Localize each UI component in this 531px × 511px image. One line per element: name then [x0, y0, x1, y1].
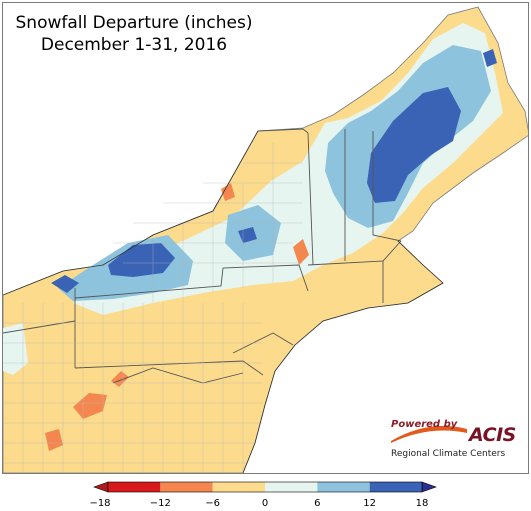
legend-extend-low	[93, 481, 109, 493]
legend-swatch	[265, 482, 318, 492]
coastline	[3, 130, 444, 473]
legend-tick-label: 18	[416, 498, 429, 509]
legend-tick-label: −18	[89, 498, 110, 509]
legend-swatch	[108, 482, 161, 492]
powered-by-label: Powered by	[391, 419, 458, 430]
map-title: Snowfall Departure (inches)	[15, 13, 253, 33]
legend-swatch	[369, 482, 422, 492]
county-lines	[3, 143, 303, 473]
organization-label: Regional Climate Centers	[391, 449, 506, 459]
map-subtitle: December 1-31, 2016	[40, 35, 228, 55]
legend-tick-label: 12	[363, 498, 376, 509]
below-normal-zone	[45, 183, 309, 451]
legend-frame	[107, 481, 423, 493]
legend-swatch	[160, 482, 213, 492]
legend-tick-label: 0	[262, 498, 268, 509]
legend-swatch	[212, 482, 265, 492]
snowfall-departure-map	[3, 6, 528, 473]
map-frame: Snowfall Departure (inches) December 1-3…	[2, 2, 529, 474]
acis-swoosh-icon	[391, 425, 467, 443]
legend-tick-label: 6	[314, 498, 320, 509]
legend-extend-high	[421, 481, 437, 493]
legend-tick-label: −6	[205, 498, 220, 509]
legend-colorbar: −18 −12 −6 0 6 12 18	[89, 481, 437, 509]
legend-swatch	[317, 482, 370, 492]
legend-tick-label: −12	[150, 498, 171, 509]
well-above-normal-zone	[51, 49, 497, 293]
acis-logo: ACIS	[469, 424, 516, 446]
